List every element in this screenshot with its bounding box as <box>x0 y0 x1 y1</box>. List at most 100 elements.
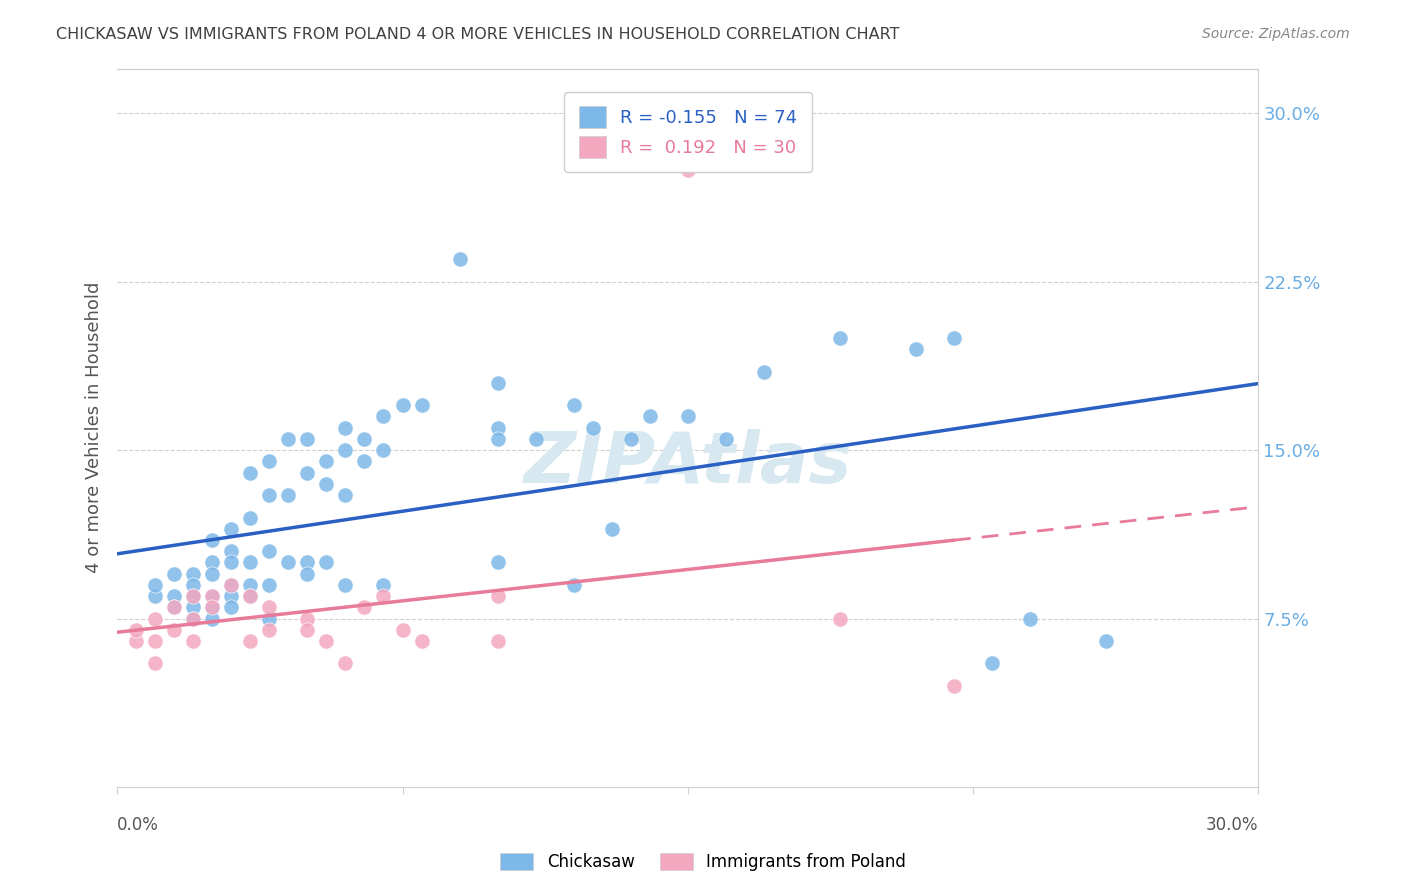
Point <box>411 398 433 412</box>
Point <box>239 589 262 603</box>
Point <box>181 600 204 615</box>
Point <box>221 544 243 558</box>
Y-axis label: 4 or more Vehicles in Household: 4 or more Vehicles in Household <box>86 282 103 574</box>
Point <box>335 488 357 502</box>
Point <box>239 466 262 480</box>
Point <box>201 589 224 603</box>
Point <box>221 522 243 536</box>
Point <box>221 556 243 570</box>
Point <box>524 432 547 446</box>
Point <box>259 454 281 468</box>
Point <box>335 443 357 458</box>
Point <box>315 476 337 491</box>
Legend: R = -0.155   N = 74, R =  0.192   N = 30: R = -0.155 N = 74, R = 0.192 N = 30 <box>564 92 811 172</box>
Point <box>411 634 433 648</box>
Point <box>828 611 851 625</box>
Point <box>181 566 204 581</box>
Point <box>143 634 166 648</box>
Point <box>335 421 357 435</box>
Text: ZIPAtlas: ZIPAtlas <box>523 429 852 498</box>
Point <box>125 634 148 648</box>
Point <box>943 679 966 693</box>
Point <box>277 556 299 570</box>
Point <box>163 600 186 615</box>
Point <box>486 432 509 446</box>
Point <box>239 556 262 570</box>
Point <box>201 566 224 581</box>
Point <box>943 331 966 345</box>
Point <box>486 634 509 648</box>
Point <box>221 589 243 603</box>
Point <box>1019 611 1042 625</box>
Point <box>620 432 643 446</box>
Point <box>373 589 395 603</box>
Point <box>163 589 186 603</box>
Point <box>714 432 737 446</box>
Point <box>181 634 204 648</box>
Point <box>297 566 319 581</box>
Point <box>582 421 605 435</box>
Point <box>315 454 337 468</box>
Point <box>828 331 851 345</box>
Point <box>315 556 337 570</box>
Point <box>201 533 224 547</box>
Point <box>297 466 319 480</box>
Point <box>259 623 281 637</box>
Point <box>181 611 204 625</box>
Point <box>277 432 299 446</box>
Point <box>752 365 775 379</box>
Point <box>201 600 224 615</box>
Point <box>373 409 395 424</box>
Point <box>259 578 281 592</box>
Point <box>373 578 395 592</box>
Point <box>259 488 281 502</box>
Point <box>221 600 243 615</box>
Point <box>143 589 166 603</box>
Point <box>143 657 166 671</box>
Point <box>163 623 186 637</box>
Text: CHICKASAW VS IMMIGRANTS FROM POLAND 4 OR MORE VEHICLES IN HOUSEHOLD CORRELATION : CHICKASAW VS IMMIGRANTS FROM POLAND 4 OR… <box>56 27 900 42</box>
Point <box>353 454 375 468</box>
Point <box>981 657 1004 671</box>
Point <box>221 578 243 592</box>
Point <box>181 578 204 592</box>
Text: 30.0%: 30.0% <box>1206 815 1258 834</box>
Point <box>562 398 585 412</box>
Point <box>315 634 337 648</box>
Point <box>676 162 699 177</box>
Point <box>239 589 262 603</box>
Point <box>125 623 148 637</box>
Point <box>486 589 509 603</box>
Point <box>373 443 395 458</box>
Point <box>335 657 357 671</box>
Text: Source: ZipAtlas.com: Source: ZipAtlas.com <box>1202 27 1350 41</box>
Point <box>486 376 509 390</box>
Point <box>201 556 224 570</box>
Point <box>181 589 204 603</box>
Point <box>353 600 375 615</box>
Point <box>239 578 262 592</box>
Point <box>201 600 224 615</box>
Point <box>297 623 319 637</box>
Point <box>486 421 509 435</box>
Point <box>239 510 262 524</box>
Point <box>297 432 319 446</box>
Point <box>163 600 186 615</box>
Point <box>562 578 585 592</box>
Legend: Chickasaw, Immigrants from Poland: Chickasaw, Immigrants from Poland <box>492 845 914 880</box>
Point <box>905 342 928 356</box>
Point <box>676 409 699 424</box>
Point <box>638 409 661 424</box>
Point <box>353 432 375 446</box>
Point <box>297 556 319 570</box>
Text: 0.0%: 0.0% <box>117 815 159 834</box>
Point <box>239 634 262 648</box>
Point <box>259 600 281 615</box>
Point <box>201 611 224 625</box>
Point <box>163 566 186 581</box>
Point <box>391 398 413 412</box>
Point <box>1095 634 1118 648</box>
Point <box>259 611 281 625</box>
Point <box>391 623 413 637</box>
Point <box>181 589 204 603</box>
